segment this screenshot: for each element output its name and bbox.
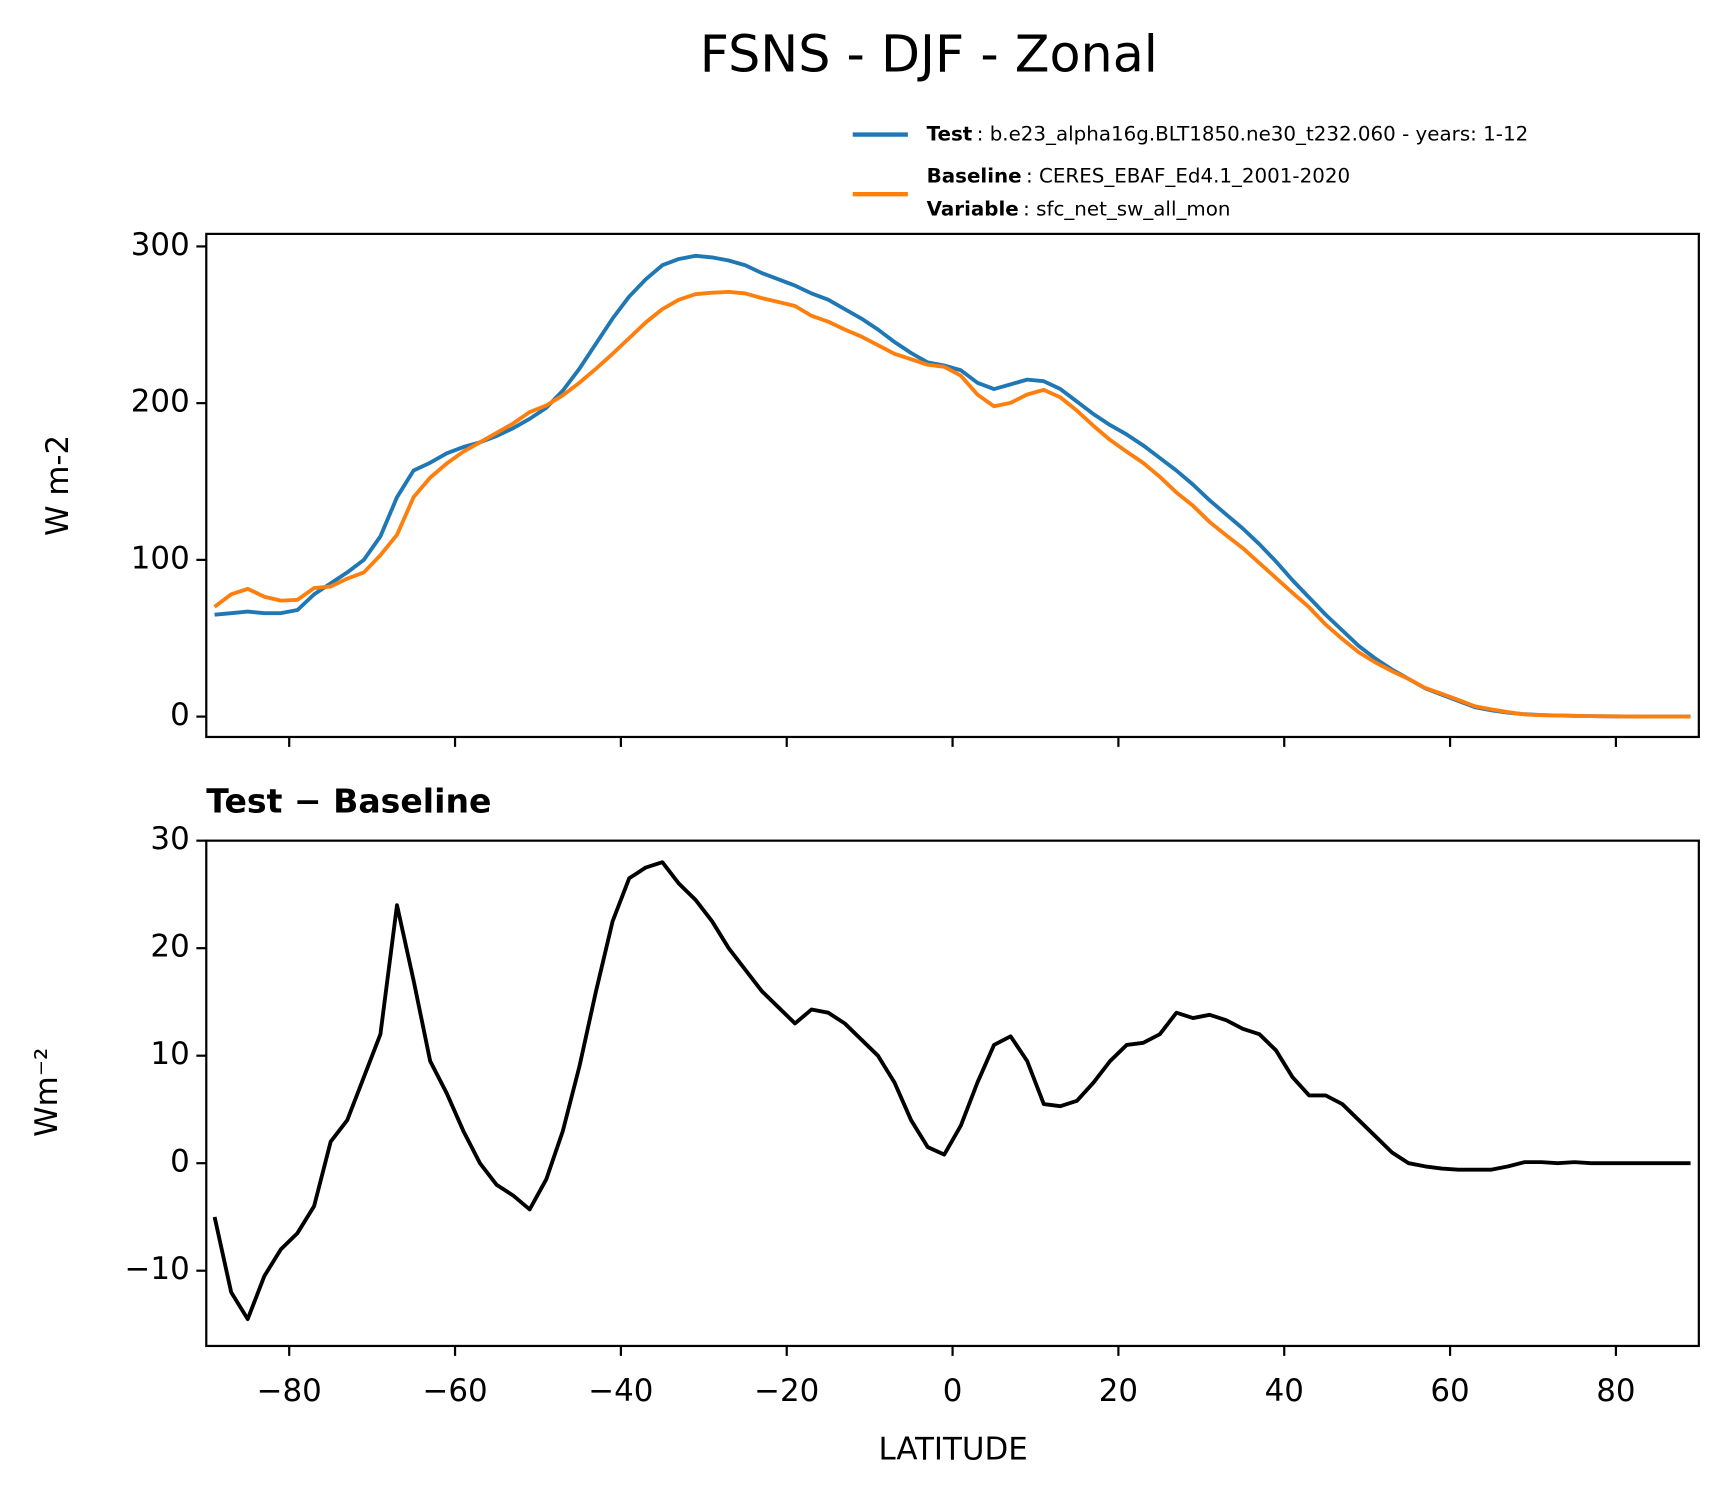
x-tick-label: −40 — [588, 1373, 653, 1409]
data-line — [212, 860, 1691, 1322]
y-tick-label: 0 — [170, 1144, 190, 1180]
data-line — [213, 289, 1691, 719]
plot-frame — [205, 232, 1700, 739]
y-tick-label: 100 — [131, 540, 190, 576]
panel-title: Test − Baseline — [206, 782, 491, 821]
y-axis-label: Wm⁻² — [29, 1048, 65, 1137]
data-line — [214, 253, 1691, 719]
y-tick-label: 10 — [150, 1036, 189, 1072]
x-tick-label: −80 — [257, 1373, 322, 1409]
y-tick-label: 200 — [131, 384, 190, 420]
plot-frame — [205, 839, 1700, 1348]
x-tick-label: 60 — [1430, 1373, 1469, 1409]
x-axis-label: LATITUDE — [878, 1431, 1027, 1467]
legend-entry: Variable: sfc_net_sw_all_mon — [927, 197, 1231, 220]
x-tick-label: −20 — [754, 1373, 819, 1409]
y-tick-label: −10 — [125, 1251, 190, 1287]
y-tick-label: 0 — [170, 697, 190, 733]
x-tick-label: 0 — [943, 1373, 963, 1409]
x-tick-label: 40 — [1265, 1373, 1304, 1409]
legend-entry: Baseline: CERES_EBAF_Ed4.1_2001-2020 — [927, 164, 1350, 187]
x-tick-label: −60 — [422, 1373, 487, 1409]
y-tick-label: 300 — [131, 227, 190, 263]
y-axis-label: W m-2 — [40, 435, 76, 536]
y-tick-label: 30 — [150, 821, 189, 857]
y-tick-label: 20 — [150, 929, 189, 965]
x-tick-label: 20 — [1099, 1373, 1138, 1409]
legend-entry: Test: b.e23_alpha16g.BLT1850.ne30_t232.0… — [927, 122, 1529, 145]
figure-title: FSNS - DJF - Zonal — [700, 24, 1158, 83]
x-tick-label: 80 — [1596, 1373, 1635, 1409]
